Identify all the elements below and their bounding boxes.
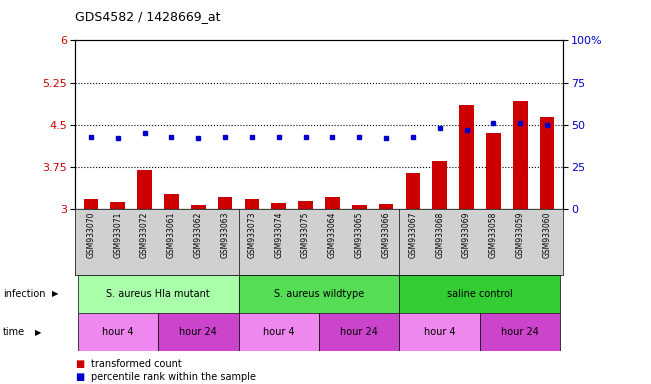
Text: ▶: ▶	[52, 289, 59, 298]
Bar	[352, 205, 367, 209]
Bar	[400, 313, 480, 351]
Bar	[271, 202, 286, 209]
Text: GSM933061: GSM933061	[167, 212, 176, 258]
Text: GSM933063: GSM933063	[221, 212, 230, 258]
Bar	[400, 275, 561, 313]
Bar	[486, 133, 501, 209]
Text: hour 24: hour 24	[179, 327, 217, 337]
Bar	[164, 194, 179, 209]
Bar	[432, 161, 447, 209]
Text: hour 4: hour 4	[102, 327, 133, 337]
Text: GSM933060: GSM933060	[542, 212, 551, 258]
Bar	[298, 201, 313, 209]
Text: infection: infection	[3, 289, 46, 299]
Text: hour 4: hour 4	[263, 327, 294, 337]
Text: percentile rank within the sample: percentile rank within the sample	[91, 372, 256, 382]
Text: GSM933067: GSM933067	[408, 212, 417, 258]
Bar	[137, 170, 152, 209]
Text: GSM933074: GSM933074	[274, 212, 283, 258]
Text: GSM933069: GSM933069	[462, 212, 471, 258]
Text: GSM933071: GSM933071	[113, 212, 122, 258]
Bar	[459, 105, 474, 209]
Text: GSM933075: GSM933075	[301, 212, 310, 258]
Text: GSM933070: GSM933070	[87, 212, 96, 258]
Text: GSM933065: GSM933065	[355, 212, 364, 258]
Bar	[238, 313, 319, 351]
Text: GDS4582 / 1428669_at: GDS4582 / 1428669_at	[75, 10, 221, 23]
Bar	[77, 275, 238, 313]
Text: hour 24: hour 24	[501, 327, 539, 337]
Text: GSM933073: GSM933073	[247, 212, 256, 258]
Bar	[480, 313, 561, 351]
Text: GSM933072: GSM933072	[140, 212, 149, 258]
Bar	[245, 199, 259, 209]
Bar	[513, 101, 527, 209]
Text: hour 4: hour 4	[424, 327, 456, 337]
Text: ■: ■	[75, 372, 84, 382]
Text: GSM933064: GSM933064	[328, 212, 337, 258]
Text: time: time	[3, 327, 25, 337]
Text: GSM933062: GSM933062	[194, 212, 202, 258]
Text: S. aureus wildtype: S. aureus wildtype	[274, 289, 364, 299]
Bar	[406, 173, 421, 209]
Text: GSM933066: GSM933066	[381, 212, 391, 258]
Text: GSM933068: GSM933068	[436, 212, 444, 258]
Bar	[217, 197, 232, 209]
Bar	[77, 313, 158, 351]
Text: GSM933059: GSM933059	[516, 212, 525, 258]
Bar	[238, 275, 400, 313]
Text: hour 24: hour 24	[340, 327, 378, 337]
Text: ▶: ▶	[35, 328, 42, 337]
Bar	[111, 202, 125, 209]
Bar	[325, 197, 340, 209]
Text: transformed count: transformed count	[91, 359, 182, 369]
Bar	[158, 313, 238, 351]
Text: S. aureus Hla mutant: S. aureus Hla mutant	[106, 289, 210, 299]
Text: GSM933058: GSM933058	[489, 212, 498, 258]
Bar	[319, 313, 400, 351]
Text: saline control: saline control	[447, 289, 513, 299]
Bar	[540, 118, 555, 209]
Bar	[191, 205, 206, 209]
Bar	[379, 204, 393, 209]
Bar	[83, 199, 98, 209]
Text: ■: ■	[75, 359, 84, 369]
